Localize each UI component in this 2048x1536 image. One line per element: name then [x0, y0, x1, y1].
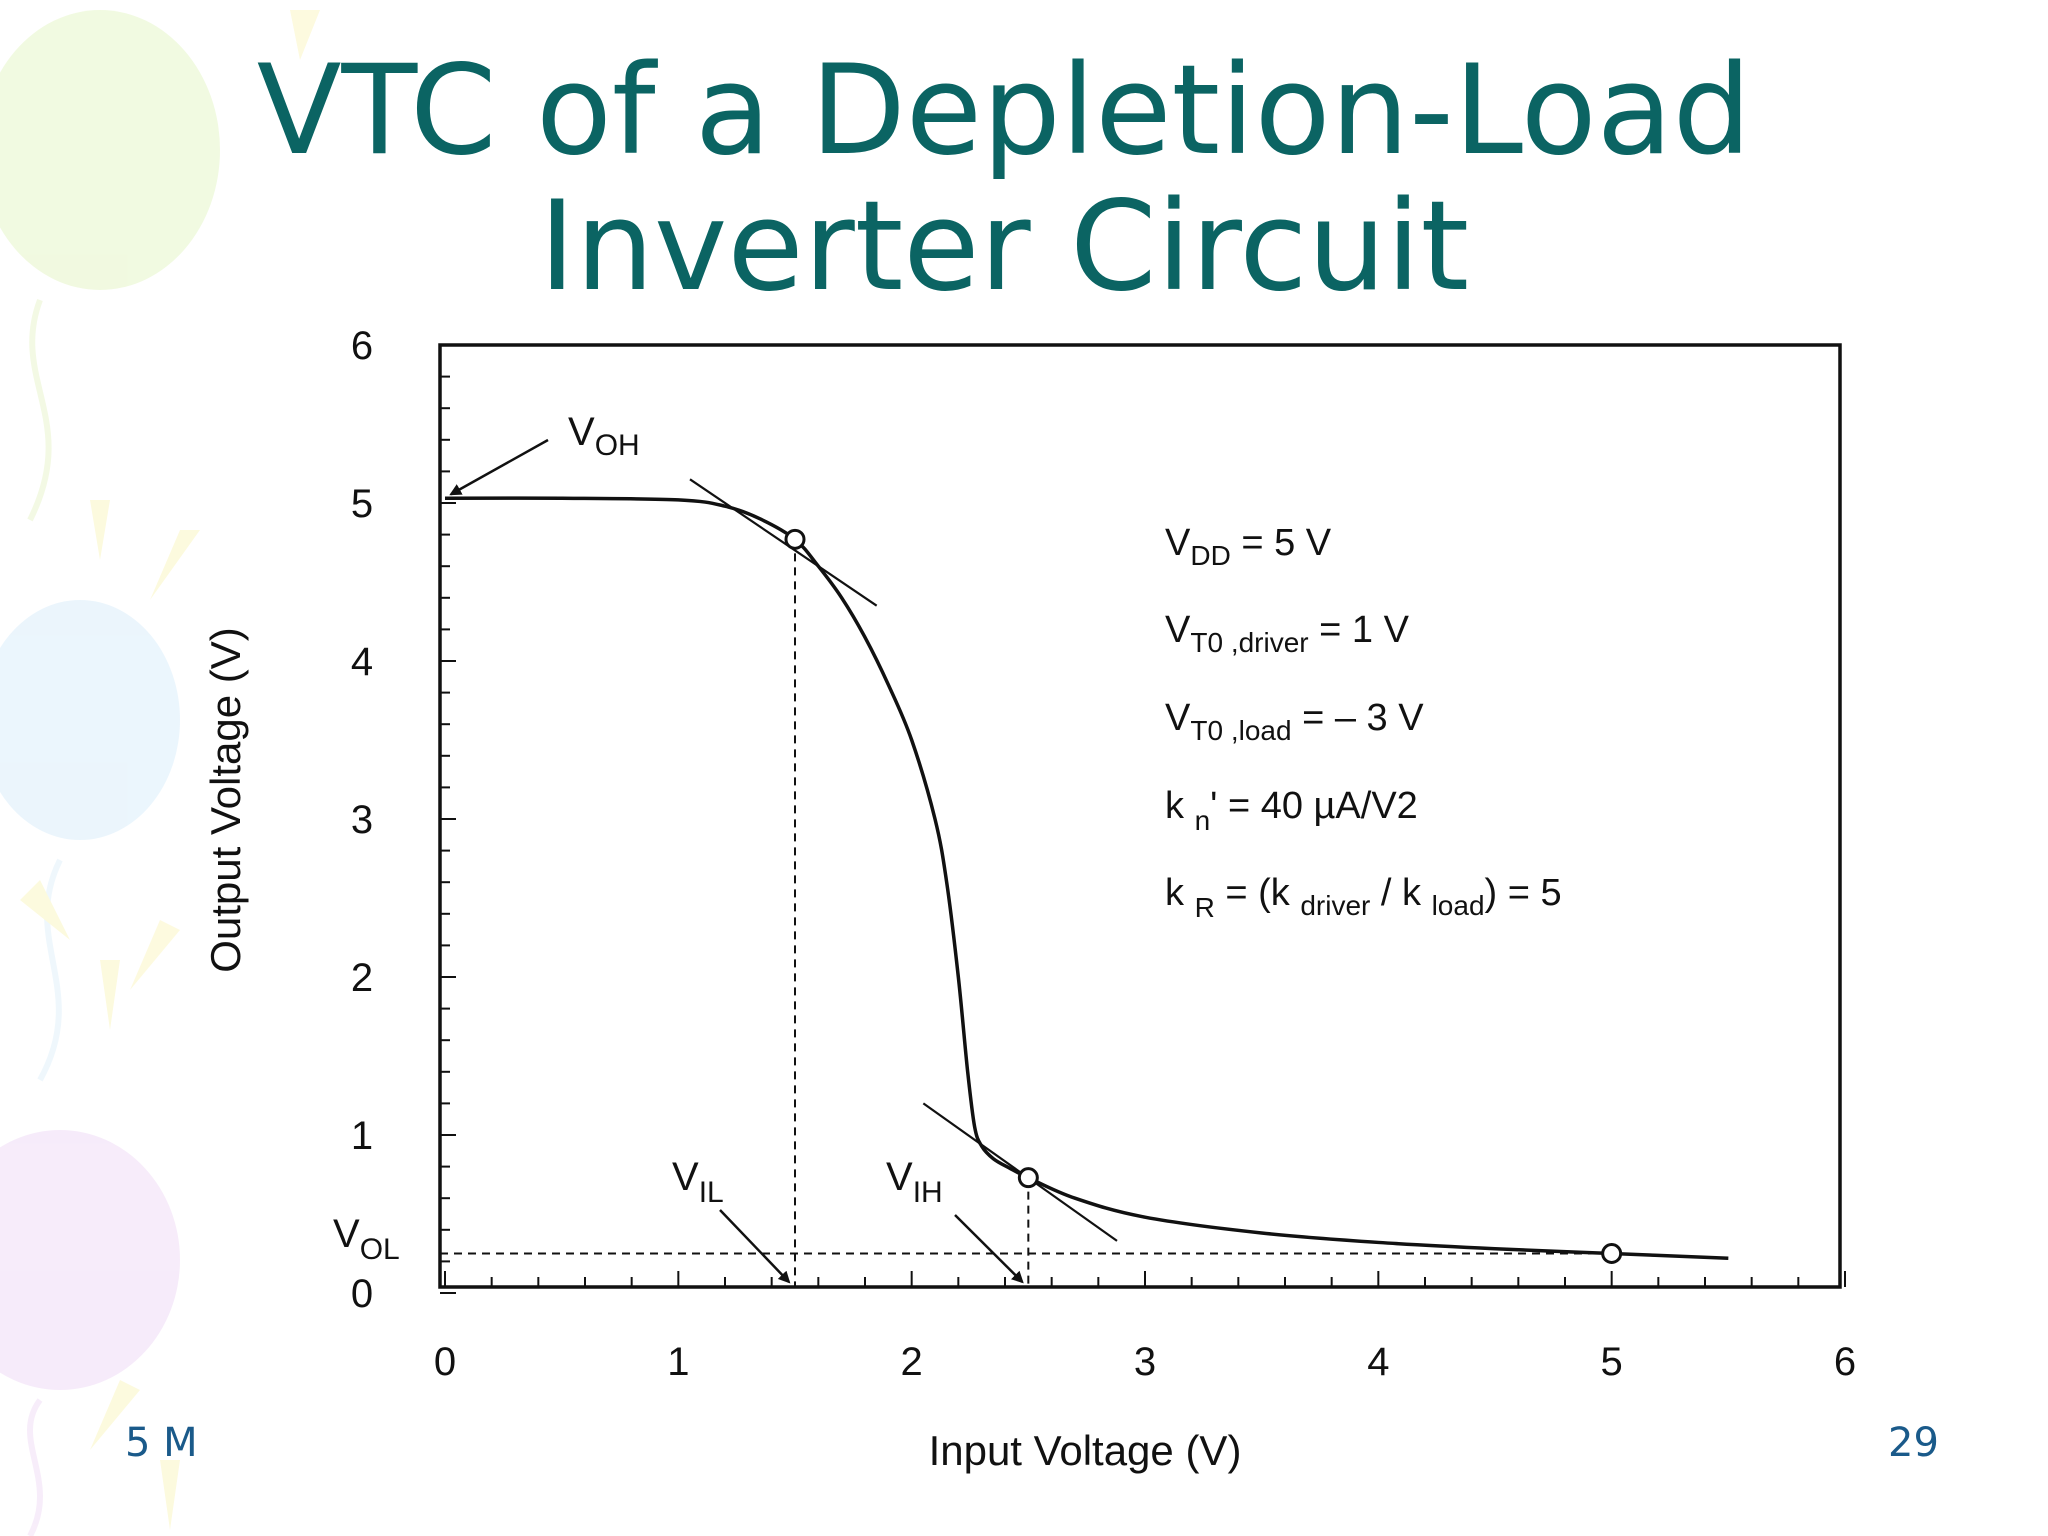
- x-tick-label: 2: [901, 1340, 923, 1384]
- y-tick-label: 5: [351, 482, 373, 526]
- vtc-curve: [444, 496, 1729, 1260]
- axis-ticks: [440, 344, 1846, 1294]
- x-tick-label: 4: [1367, 1340, 1389, 1384]
- yellow-ray-icon: [20, 880, 70, 940]
- x-tick-label: 0: [434, 1340, 456, 1384]
- critical-points: [784, 528, 1623, 1264]
- vil-arrow-icon: [719, 1209, 791, 1284]
- yellow-ray-icon: [90, 1380, 140, 1450]
- y-tick-label: 4: [351, 640, 373, 684]
- x-tick-label: 3: [1134, 1340, 1156, 1384]
- yellow-ray-icon: [130, 920, 180, 990]
- footer-left-text: 5 M: [125, 1420, 198, 1466]
- y-axis-label: Output Voltage (V): [202, 627, 249, 973]
- y-tick-label: 2: [351, 956, 373, 1000]
- param-kn: k n' = 40 µA/V2: [1165, 785, 1418, 836]
- x-tick-label: 6: [1834, 1340, 1856, 1384]
- voh-arrow-icon: [449, 438, 549, 496]
- yellow-ray-icon: [150, 530, 200, 600]
- param-vdd: VDD = 5 V: [1165, 522, 1332, 571]
- param-kr: k R = (k driver / k load) = 5: [1165, 872, 1562, 923]
- vih-arrow-icon: [954, 1214, 1024, 1284]
- yellow-ray-icon: [290, 10, 320, 60]
- yellow-ray-icon: [90, 500, 110, 560]
- critical-point-marker: [1017, 1167, 1039, 1189]
- y-tick-labels: 0 1 2 3 4 5 6: [351, 324, 373, 1316]
- vih-label: VIH: [886, 1155, 943, 1209]
- critical-point-marker: [784, 528, 806, 550]
- vil-label: VIL: [672, 1155, 724, 1209]
- dashed-guide-lines: [440, 539, 1612, 1287]
- voh-label: VOH: [568, 410, 640, 462]
- yellow-ray-icon: [160, 1460, 180, 1530]
- y-tick-label: 3: [351, 798, 373, 842]
- x-tick-label: 5: [1601, 1340, 1623, 1384]
- green-balloon-icon: [0, 10, 220, 290]
- tangent-lines: [689, 478, 1118, 1242]
- blue-balloon-icon: [0, 600, 180, 840]
- slide-title-line-1: VTC of a Depletion-Load: [256, 39, 1752, 183]
- x-tick-label: 1: [667, 1340, 689, 1384]
- tangent-line: [689, 478, 878, 607]
- slide-title-line-2: Inverter Circuit: [538, 175, 1470, 319]
- x-axis-label: Input Voltage (V): [929, 1427, 1242, 1474]
- param-vt0-load: VT0 ,load = – 3 V: [1165, 697, 1424, 746]
- critical-point-marker: [1601, 1243, 1623, 1264]
- yellow-ray-icon: [100, 960, 120, 1030]
- vol-label: VOL: [333, 1212, 400, 1266]
- x-tick-labels: 0 1 2 3 4 5 6: [434, 1340, 1856, 1384]
- y-tick-label: 6: [351, 324, 373, 368]
- y-tick-label: 1: [351, 1114, 373, 1158]
- plot-frame: [438, 343, 1842, 1289]
- page-number: 29: [1888, 1420, 1939, 1466]
- param-vt0-driver: VT0 ,driver = 1 V: [1165, 609, 1410, 658]
- y-tick-label: 0: [351, 1272, 373, 1316]
- parameter-list: VDD = 5 V VT0 ,driver = 1 V VT0 ,load = …: [1165, 522, 1562, 923]
- purple-balloon-icon: [0, 1130, 180, 1390]
